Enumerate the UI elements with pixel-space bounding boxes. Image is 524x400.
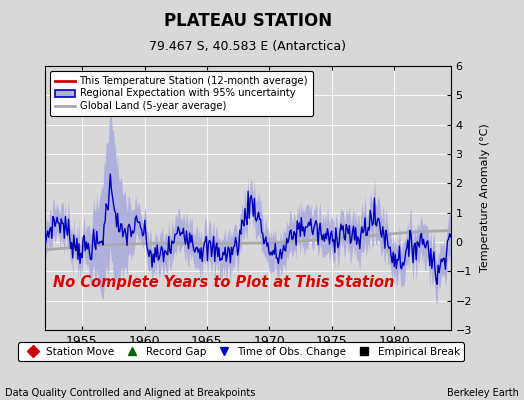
Text: No Complete Years to Plot at This Station: No Complete Years to Plot at This Statio… — [52, 275, 394, 290]
Y-axis label: Temperature Anomaly (°C): Temperature Anomaly (°C) — [481, 124, 490, 272]
Text: 79.467 S, 40.583 E (Antarctica): 79.467 S, 40.583 E (Antarctica) — [149, 40, 346, 53]
Legend: This Temperature Station (12-month average), Regional Expectation with 95% uncer: This Temperature Station (12-month avera… — [50, 71, 313, 116]
Text: Data Quality Controlled and Aligned at Breakpoints: Data Quality Controlled and Aligned at B… — [5, 388, 256, 398]
Legend: Station Move, Record Gap, Time of Obs. Change, Empirical Break: Station Move, Record Gap, Time of Obs. C… — [18, 342, 464, 361]
Text: PLATEAU STATION: PLATEAU STATION — [163, 12, 332, 30]
Text: Berkeley Earth: Berkeley Earth — [447, 388, 519, 398]
